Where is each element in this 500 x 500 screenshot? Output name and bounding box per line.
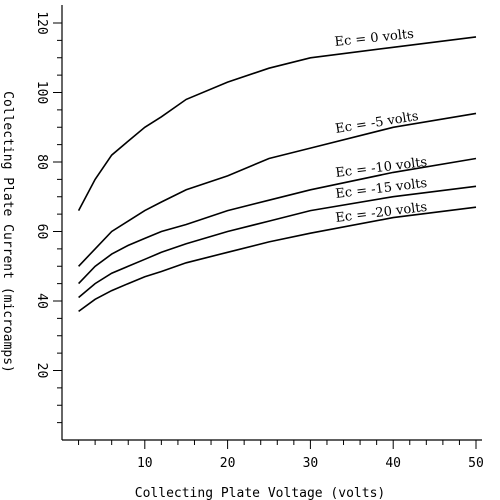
series-line	[78, 185, 477, 299]
y-tick-label: 60	[34, 224, 49, 240]
axes	[61, 5, 482, 441]
y-tick-label: 40	[34, 293, 49, 309]
x-tick-label: 30	[303, 456, 319, 471]
x-tick-label: 40	[385, 456, 401, 471]
series-line	[78, 206, 477, 313]
x-tick-label: 50	[468, 456, 484, 471]
series-line	[78, 157, 477, 285]
y-tick-label: 120	[34, 11, 49, 34]
x-axis-title: Collecting Plate Voltage (volts)	[135, 486, 385, 500]
x-tick-label: 10	[137, 456, 153, 471]
series-line	[78, 112, 477, 267]
ticks: 10 20 30 40 50 20 40 60 80 100 120	[34, 11, 484, 471]
y-tick-label: 100	[34, 81, 49, 104]
series-line	[77, 36, 477, 211]
y-tick-label: 20	[34, 363, 49, 379]
x-tick-label: 20	[220, 456, 236, 471]
series-label: Ec = -5 volts	[334, 109, 419, 137]
y-tick-label: 80	[34, 154, 49, 170]
y-axis-title: Collecting Plate Current (microamps)	[0, 91, 15, 373]
